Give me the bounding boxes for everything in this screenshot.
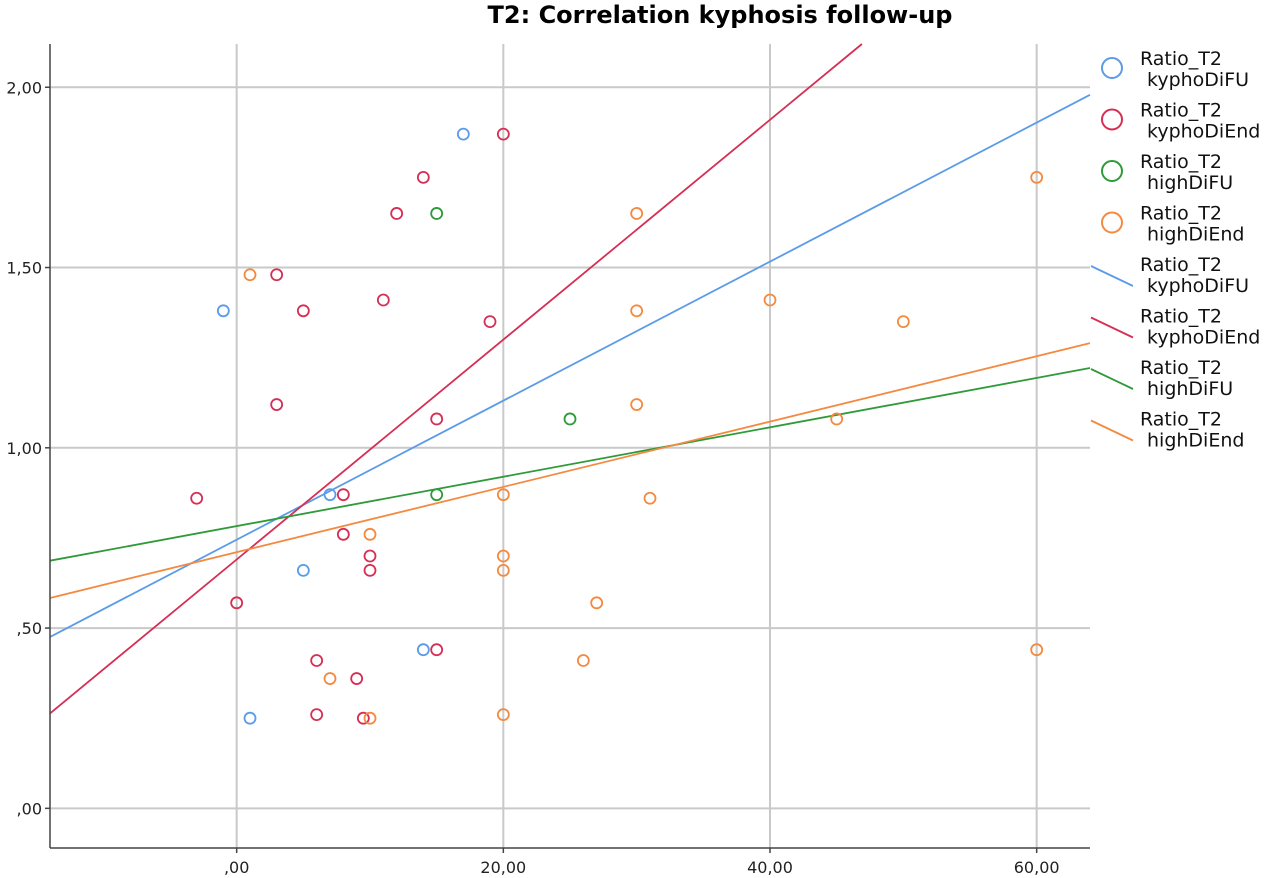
y-tick-label: 1,00 (6, 439, 42, 458)
point-kyphoDiEnd (430, 412, 444, 426)
point-kyphoDiEnd (270, 398, 284, 411)
point-kyphoDiEnd (496, 127, 510, 141)
point-highDiFU (430, 488, 444, 502)
point-highDiEnd (830, 412, 844, 426)
point-kyphoDiEnd (416, 170, 430, 184)
point-kyphoDiFU (296, 563, 310, 577)
legend-marker-line-kyphoDiFU (1090, 265, 1134, 287)
point-kyphoDiEnd (376, 293, 390, 307)
y-tick-label: 1,50 (6, 259, 42, 278)
point-highDiEnd (896, 315, 910, 329)
legend-label-point-kyphoDiEnd: Ratio_T2 kyphoDiEnd (1140, 100, 1260, 143)
data-points (190, 127, 1044, 725)
point-kyphoDiEnd (356, 711, 370, 725)
point-highDiEnd (630, 207, 644, 220)
point-kyphoDiEnd (363, 563, 377, 577)
point-highDiEnd (643, 491, 657, 505)
legend-label-point-kyphoDiFU: Ratio_T2 kyphoDiFU (1140, 48, 1249, 91)
legend-marker-point-highDiFU (1101, 160, 1123, 182)
legend: Ratio_T2 kyphoDiFU Ratio_T2 kyphoDiEnd Ratio… (1090, 48, 1260, 452)
point-kyphoDiFU (456, 127, 470, 141)
point-kyphoDiEnd (310, 654, 324, 667)
point-highDiEnd (496, 708, 510, 722)
point-highDiEnd (323, 672, 337, 685)
point-highDiEnd (496, 549, 510, 563)
point-highDiEnd (763, 293, 777, 307)
legend-marker-point-highDiEnd (1101, 211, 1123, 234)
point-kyphoDiEnd (336, 527, 350, 541)
axes: ,00 20,00 40,00 60,00 ,00 ,50 1,00 1,50 2,00 (6, 44, 1090, 877)
x-tick-label: 60,00 (1014, 858, 1060, 877)
point-kyphoDiFU (416, 643, 430, 657)
y-tick-label: 2,00 (6, 78, 42, 97)
y-tick-label: ,00 (17, 799, 42, 818)
point-kyphoDiEnd (230, 596, 244, 610)
legend-marker-point-kyphoDiFU (1101, 57, 1123, 79)
point-kyphoDiEnd (363, 549, 377, 563)
legend-label-line-kyphoDiEnd: Ratio_T2 kyphoDiEnd (1140, 306, 1260, 349)
point-kyphoDiEnd (483, 315, 497, 329)
point-highDiFU (563, 412, 577, 426)
point-kyphoDiEnd (430, 643, 444, 657)
point-highDiEnd (1030, 643, 1044, 657)
legend-label-line-highDiEnd: Ratio_T2 highDiEnd (1140, 409, 1244, 452)
fit-line-highDiFU (49, 367, 1091, 562)
legend-marker-line-kyphoDiEnd (1090, 316, 1134, 339)
fit-line-kyphoDiEnd (49, 43, 863, 715)
point-kyphoDiFU (216, 304, 230, 318)
point-highDiEnd (496, 563, 510, 577)
fit-line-kyphoDiFU (49, 93, 1091, 638)
point-kyphoDiFU (323, 488, 337, 502)
fit-line-highDiEnd (49, 342, 1091, 599)
legend-label-point-highDiFU: Ratio_T2 highDiFU (1140, 151, 1233, 194)
point-kyphoDiFU (243, 711, 257, 725)
point-kyphoDiEnd (336, 488, 350, 502)
point-highDiEnd (363, 711, 377, 725)
legend-label-point-highDiEnd: Ratio_T2 highDiEnd (1140, 203, 1244, 246)
point-kyphoDiEnd (190, 491, 204, 505)
point-kyphoDiEnd (390, 207, 404, 220)
point-highDiEnd (363, 527, 377, 541)
legend-marker-line-highDiEnd (1090, 419, 1134, 442)
fit-lines (49, 43, 1091, 715)
point-highDiEnd (630, 304, 644, 318)
legend-label-line-kyphoDiFU: Ratio_T2 kyphoDiFU (1140, 254, 1249, 297)
point-highDiEnd (576, 654, 590, 667)
y-tick-label: ,50 (17, 619, 42, 638)
x-tick-label: ,00 (224, 858, 249, 877)
point-highDiEnd (1030, 170, 1044, 184)
legend-label-line-highDiFU: Ratio_T2 highDiFU (1140, 357, 1233, 400)
point-kyphoDiEnd (350, 672, 364, 685)
point-highDiEnd (496, 488, 510, 502)
chart-title: T2: Correlation kyphosis follow-up (487, 1, 953, 29)
x-tick-label: 20,00 (480, 858, 526, 877)
point-kyphoDiEnd (270, 268, 284, 282)
x-tick-label: 40,00 (747, 858, 793, 877)
point-highDiEnd (630, 398, 644, 411)
point-highDiFU (430, 207, 444, 220)
grid (50, 44, 1090, 848)
legend-marker-line-highDiFU (1090, 368, 1134, 390)
point-highDiEnd (243, 268, 257, 282)
point-highDiEnd (590, 596, 604, 610)
legend-marker-point-kyphoDiEnd (1101, 108, 1123, 131)
point-kyphoDiEnd (310, 708, 324, 722)
point-kyphoDiEnd (296, 304, 310, 318)
